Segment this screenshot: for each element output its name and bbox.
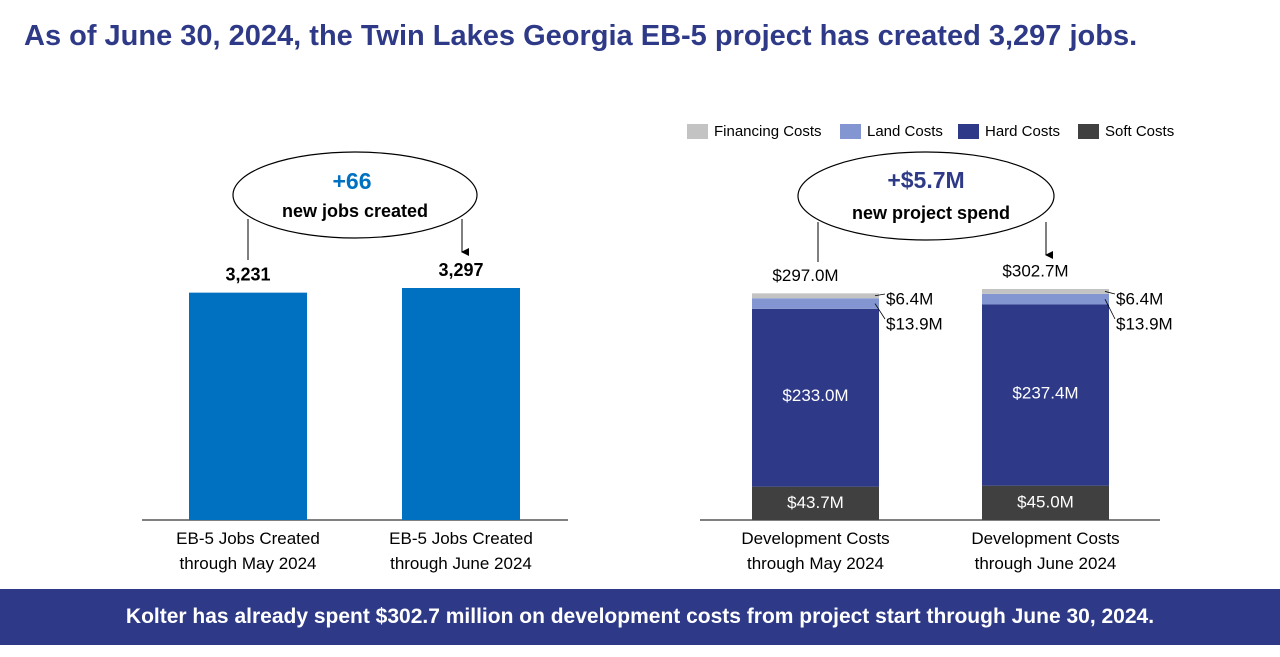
legend-swatch — [1078, 124, 1099, 139]
callout-headline: +$5.7M — [887, 167, 964, 193]
leader-line — [874, 303, 886, 320]
value-label: 3,297 — [438, 260, 483, 280]
bar-segment — [752, 293, 879, 299]
slide-title: As of June 30, 2024, the Twin Lakes Geor… — [24, 20, 1138, 52]
callout-ellipse — [797, 151, 1055, 241]
leader-line — [1104, 291, 1116, 295]
legend-swatch — [687, 124, 708, 139]
segment-label: $13.9M — [886, 314, 943, 333]
callout-headline: +66 — [332, 168, 371, 194]
legend-label: Financing Costs — [714, 123, 822, 140]
legend-swatch — [840, 124, 861, 139]
total-label: $302.7M — [1002, 261, 1068, 280]
leader-line — [874, 293, 886, 297]
legend-label: Land Costs — [867, 123, 943, 140]
x-tick-label: Development Costs through May 2024 — [741, 529, 890, 573]
bar-segment — [982, 485, 1109, 520]
callout-text: new jobs created — [282, 201, 428, 221]
callout-ellipse — [232, 151, 478, 239]
x-tick-label: EB-5 Jobs Created through June 2024 — [389, 529, 533, 573]
bar-segment — [752, 298, 879, 309]
segment-label: $233.0M — [782, 386, 848, 405]
segment-label: $6.4M — [1116, 289, 1163, 308]
segment-label: $45.0M — [1017, 492, 1074, 511]
segment-label: $6.4M — [886, 289, 933, 308]
legend-label: Hard Costs — [985, 123, 1060, 140]
total-label: $297.0M — [772, 266, 838, 285]
callout-text: new project spend — [852, 203, 1010, 223]
bar-segment — [752, 486, 879, 520]
bar-segment — [982, 293, 1109, 305]
segment-label: $43.7M — [787, 493, 844, 512]
segment-label: $237.4M — [1012, 384, 1078, 403]
x-tick-label: Development Costs through June 2024 — [971, 529, 1120, 573]
bar-segment — [982, 304, 1109, 486]
bar — [189, 292, 307, 520]
footer-banner: Kolter has already spent $302.7 million … — [0, 589, 1280, 645]
bar — [402, 288, 520, 520]
value-label: 3,231 — [225, 264, 270, 284]
leader-line — [1104, 299, 1116, 320]
charts: +66 new jobs created +$5.7M new project … — [142, 123, 1174, 521]
bar-segment — [752, 308, 879, 487]
segment-label: $13.9M — [1116, 314, 1173, 333]
x-tick-label: EB-5 Jobs Created through May 2024 — [176, 529, 320, 573]
legend-swatch — [958, 124, 979, 139]
bar-segment — [982, 289, 1109, 294]
legend-label: Soft Costs — [1105, 123, 1174, 140]
